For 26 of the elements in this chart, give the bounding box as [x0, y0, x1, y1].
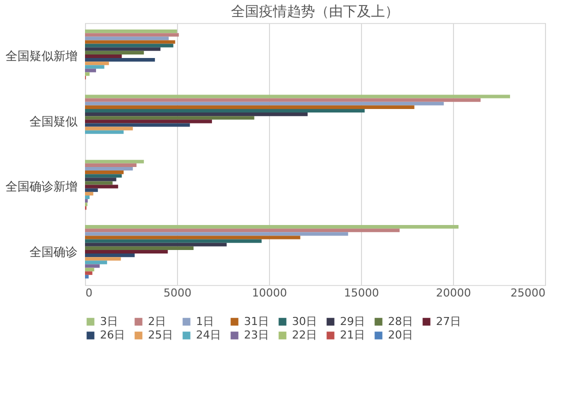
legend-label: 22日: [292, 328, 317, 342]
y-tick-label: 全国确诊新增: [6, 180, 78, 194]
legend-label: 25日: [148, 328, 173, 342]
x-tick-label: 10000: [252, 286, 287, 300]
legend-label: 28日: [388, 314, 413, 328]
x-tick-label: 25000: [510, 286, 546, 300]
y-tick-label: 全国确诊: [30, 244, 78, 259]
legend-label: 29日: [340, 314, 365, 328]
legend-label: 27日: [436, 314, 461, 328]
legend-label: 21日: [340, 328, 365, 342]
x-tick-label: 15000: [344, 286, 379, 300]
legend-label: 1日: [196, 314, 214, 328]
y-tick-label: 全国疑似新增: [6, 49, 78, 64]
x-tick-label: 20000: [436, 286, 471, 300]
x-tick-label: 0: [86, 286, 92, 300]
legend-label: 20日: [388, 328, 413, 342]
legend-label: 23日: [244, 328, 269, 342]
legend-label: 30日: [292, 314, 317, 328]
y-tick-label: 全国疑似: [30, 114, 78, 128]
legend-label: 24日: [196, 328, 221, 342]
legend-label: 2日: [148, 314, 166, 328]
legend-label: 3日: [100, 314, 118, 328]
legend-label: 26日: [100, 328, 125, 342]
chart-title: 全国疫情趋势（由下及上）: [231, 4, 399, 20]
x-tick-label: 5000: [164, 286, 192, 300]
legend-label: 31日: [244, 314, 269, 328]
